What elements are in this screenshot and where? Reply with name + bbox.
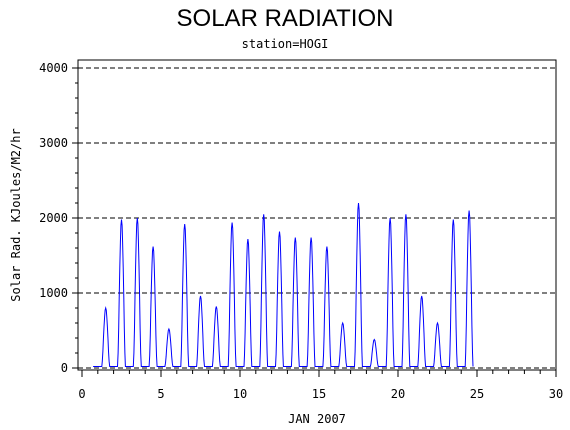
ytick-label-2000: 2000: [39, 211, 68, 225]
y-axis-ticks: 0 1000 2000 3000 4000: [39, 61, 78, 375]
xtick-label-25: 25: [470, 387, 484, 401]
x-axis-ticks: 0 5 10 15 20 25 30: [78, 370, 563, 401]
chart-subtitle: station=HOGI: [241, 37, 329, 51]
x-axis-label: JAN 2007: [288, 412, 346, 426]
ytick-label-3000: 3000: [39, 136, 68, 150]
chart-title: SOLAR RADIATION: [176, 5, 394, 32]
xtick-label-30: 30: [549, 387, 563, 401]
y-axis-label: Solar Rad. KJoules/M2/hr: [9, 128, 23, 301]
xtick-label-20: 20: [391, 387, 405, 401]
grid-lines: [78, 67, 556, 369]
xtick-label-10: 10: [233, 387, 247, 401]
xtick-label-15: 15: [312, 387, 326, 401]
ytick-label-1000: 1000: [39, 286, 68, 300]
xtick-label-5: 5: [157, 387, 164, 401]
plot-frame: [77, 59, 557, 371]
solar-radiation-line: [93, 202, 474, 367]
ytick-label-0: 0: [61, 361, 68, 375]
xtick-label-0: 0: [78, 387, 85, 401]
ytick-label-4000: 4000: [39, 61, 68, 75]
